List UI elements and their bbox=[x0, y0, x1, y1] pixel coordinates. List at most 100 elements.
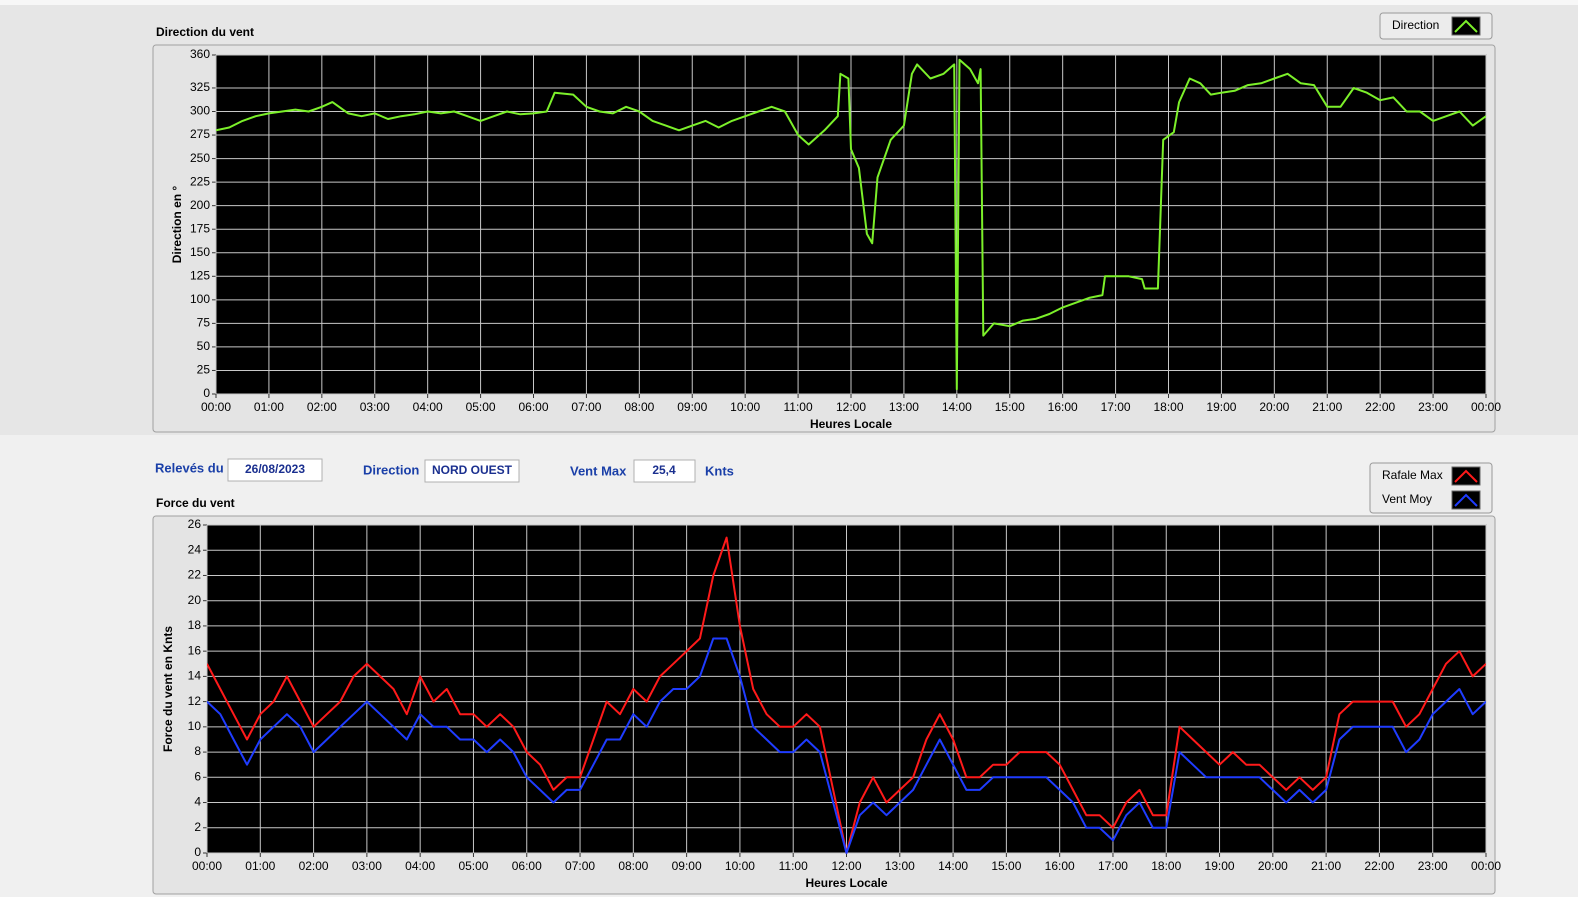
direction-field[interactable] bbox=[424, 459, 520, 483]
x-tick-label: 05:00 bbox=[458, 859, 488, 873]
x-tick-label: 08:00 bbox=[624, 400, 654, 414]
x-tick-label: 22:00 bbox=[1364, 859, 1394, 873]
y-tick-label: 0 bbox=[194, 845, 201, 859]
x-tick-label: 04:00 bbox=[405, 859, 435, 873]
legend-swatch bbox=[1451, 466, 1481, 486]
y-tick-label: 325 bbox=[190, 80, 210, 94]
x-tick-label: 02:00 bbox=[299, 859, 329, 873]
y-tick-label: 250 bbox=[190, 151, 210, 165]
legend-label: Vent Moy bbox=[1382, 492, 1432, 506]
y-tick-label: 225 bbox=[190, 174, 210, 188]
chart-title: Force du vent bbox=[156, 496, 235, 510]
y-tick-label: 4 bbox=[194, 795, 201, 809]
y-tick-label: 14 bbox=[188, 669, 202, 683]
y-axis-label: Direction en ° bbox=[170, 186, 184, 264]
date-field[interactable] bbox=[227, 458, 323, 482]
legend-label: Rafale Max bbox=[1382, 468, 1443, 482]
y-tick-label: 25 bbox=[197, 363, 211, 377]
date-label: Relevés du bbox=[155, 460, 224, 475]
legend-swatch bbox=[1451, 16, 1481, 36]
y-tick-label: 12 bbox=[188, 694, 202, 708]
y-tick-label: 50 bbox=[197, 339, 211, 353]
x-tick-label: 22:00 bbox=[1365, 400, 1395, 414]
x-tick-label: 16:00 bbox=[1045, 859, 1075, 873]
x-tick-label: 14:00 bbox=[942, 400, 972, 414]
x-axis-label: Heures Locale bbox=[810, 417, 892, 431]
x-tick-label: 06:00 bbox=[512, 859, 542, 873]
legend-line bbox=[1454, 469, 1478, 483]
x-tick-label: 17:00 bbox=[1101, 400, 1131, 414]
y-tick-label: 75 bbox=[197, 316, 211, 330]
y-tick-label: 200 bbox=[190, 198, 210, 212]
x-tick-label: 07:00 bbox=[571, 400, 601, 414]
x-tick-label: 09:00 bbox=[672, 859, 702, 873]
x-tick-label: 13:00 bbox=[889, 400, 919, 414]
direction-value: NORD OUEST bbox=[432, 463, 513, 477]
x-tick-label: 19:00 bbox=[1206, 400, 1236, 414]
max-value: 25,4 bbox=[652, 463, 676, 477]
x-tick-label: 01:00 bbox=[245, 859, 275, 873]
x-tick-label: 04:00 bbox=[413, 400, 443, 414]
x-tick-label: 19:00 bbox=[1205, 859, 1235, 873]
x-tick-label: 00:00 bbox=[201, 400, 231, 414]
x-tick-label: 10:00 bbox=[725, 859, 755, 873]
x-tick-label: 00:00 bbox=[192, 859, 222, 873]
max-field[interactable] bbox=[633, 459, 696, 483]
legend-line bbox=[1454, 19, 1478, 33]
x-tick-label: 03:00 bbox=[352, 859, 382, 873]
x-tick-label: 02:00 bbox=[307, 400, 337, 414]
x-tick-label: 21:00 bbox=[1311, 859, 1341, 873]
x-tick-label: 14:00 bbox=[938, 859, 968, 873]
x-tick-label: 18:00 bbox=[1153, 400, 1183, 414]
y-tick-label: 6 bbox=[194, 769, 201, 783]
x-tick-label: 18:00 bbox=[1151, 859, 1181, 873]
legend-line bbox=[1454, 493, 1478, 507]
y-tick-label: 20 bbox=[188, 593, 202, 607]
x-tick-label: 23:00 bbox=[1418, 400, 1448, 414]
y-tick-label: 300 bbox=[190, 104, 210, 118]
y-axis-label: Force du vent en Knts bbox=[161, 626, 175, 752]
y-tick-label: 22 bbox=[188, 568, 202, 582]
x-tick-label: 11:00 bbox=[779, 859, 808, 873]
x-axis-label: Heures Locale bbox=[805, 876, 887, 890]
x-tick-label: 05:00 bbox=[466, 400, 496, 414]
x-tick-label: 16:00 bbox=[1048, 400, 1078, 414]
x-tick-label: 11:00 bbox=[784, 400, 813, 414]
x-tick-label: 13:00 bbox=[885, 859, 915, 873]
x-tick-label: 17:00 bbox=[1098, 859, 1128, 873]
y-tick-label: 0 bbox=[203, 386, 210, 400]
y-tick-label: 16 bbox=[188, 643, 202, 657]
y-tick-label: 150 bbox=[190, 245, 210, 259]
x-tick-label: 12:00 bbox=[831, 859, 861, 873]
x-tick-label: 23:00 bbox=[1418, 859, 1448, 873]
x-tick-label: 06:00 bbox=[518, 400, 548, 414]
direction-label: Direction bbox=[363, 462, 419, 477]
x-tick-label: 09:00 bbox=[677, 400, 707, 414]
chart-title: Direction du vent bbox=[156, 25, 254, 39]
data-line bbox=[216, 58, 1486, 391]
max-unit: Knts bbox=[705, 463, 734, 478]
y-tick-label: 125 bbox=[190, 268, 210, 282]
max-label: Vent Max bbox=[570, 463, 627, 478]
x-tick-label: 08:00 bbox=[618, 859, 648, 873]
x-tick-label: 00:00 bbox=[1471, 400, 1501, 414]
y-tick-label: 10 bbox=[188, 719, 202, 733]
y-tick-label: 360 bbox=[190, 47, 210, 61]
x-tick-label: 12:00 bbox=[836, 400, 866, 414]
x-tick-label: 15:00 bbox=[991, 859, 1021, 873]
y-tick-label: 175 bbox=[190, 221, 210, 235]
x-tick-label: 07:00 bbox=[565, 859, 595, 873]
x-tick-label: 00:00 bbox=[1471, 859, 1501, 873]
x-tick-label: 20:00 bbox=[1258, 859, 1288, 873]
y-tick-label: 275 bbox=[190, 127, 210, 141]
x-tick-label: 01:00 bbox=[254, 400, 284, 414]
x-tick-label: 15:00 bbox=[995, 400, 1025, 414]
x-tick-label: 03:00 bbox=[360, 400, 390, 414]
x-tick-label: 10:00 bbox=[730, 400, 760, 414]
y-tick-label: 100 bbox=[190, 292, 210, 306]
y-tick-label: 8 bbox=[194, 744, 201, 758]
y-tick-label: 26 bbox=[188, 517, 202, 531]
y-tick-label: 18 bbox=[188, 618, 202, 632]
y-tick-label: 24 bbox=[188, 542, 202, 556]
